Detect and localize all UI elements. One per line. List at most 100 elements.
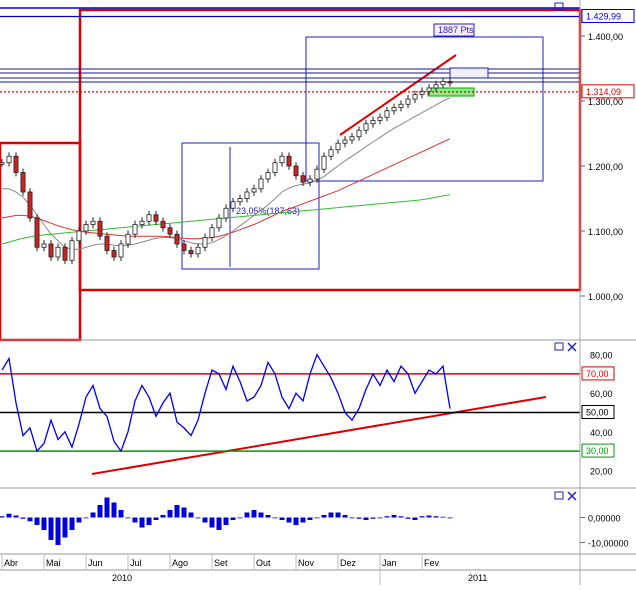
price-level-box [581, 9, 635, 24]
price-tick-label: 1.000,00 [588, 292, 623, 302]
candle [356, 129, 362, 138]
histogram-bar [265, 515, 271, 518]
histogram-bar [202, 517, 208, 523]
histogram-bar [195, 517, 201, 519]
maximize-icon[interactable] [554, 342, 564, 351]
candle [146, 214, 152, 222]
candle [139, 220, 145, 225]
histogram-bar [279, 517, 285, 520]
histogram-bar [293, 517, 299, 525]
candle [48, 243, 54, 258]
osc-level-box [581, 366, 615, 381]
candle [34, 217, 40, 248]
candle [363, 123, 369, 131]
histogram-bar [314, 517, 320, 519]
candle [370, 120, 376, 125]
osc-level-box [581, 405, 615, 419]
osc-tick-label: 40,00 [590, 428, 613, 438]
histogram-bar [132, 517, 138, 523]
histogram-bar [188, 512, 194, 518]
histogram-bar [181, 507, 187, 518]
osc-tick-label: 20,00 [590, 466, 613, 476]
candle [69, 240, 75, 261]
moving-average-ma-short [2, 97, 451, 250]
candle [426, 87, 432, 92]
candle [160, 220, 166, 229]
histogram-bar [111, 502, 117, 518]
histogram-bar [251, 510, 257, 518]
histogram-bar [426, 515, 432, 518]
histogram-bar [62, 517, 68, 538]
histogram-bar [230, 517, 236, 520]
histogram-bar [244, 512, 250, 518]
price-tick-label: 1.300,00 [588, 97, 623, 107]
candle [195, 246, 201, 255]
month-label: Ago [172, 558, 188, 568]
histogram-bar [90, 512, 96, 518]
candle [167, 227, 173, 235]
close-icon[interactable] [567, 342, 577, 352]
maximize-icon[interactable] [554, 491, 564, 500]
month-label: Out [256, 558, 271, 568]
price-tick-label: 1.400,00 [588, 32, 623, 42]
month-label: Dez [340, 558, 357, 568]
candle [6, 155, 12, 164]
candle [62, 246, 68, 261]
price-tick-label: 1.200,00 [588, 162, 623, 172]
candle [349, 136, 355, 141]
osc-tick-label: 60,00 [590, 389, 613, 399]
price-level-label: 1.429,99 [586, 12, 621, 22]
range-box-1 [181, 142, 320, 270]
histogram-bar [412, 517, 418, 520]
candle [377, 116, 383, 121]
candle [398, 103, 404, 108]
histogram-bar [405, 517, 411, 519]
maximize-icon[interactable] [554, 2, 564, 11]
histogram-bar [6, 513, 12, 518]
candle [216, 217, 222, 229]
histogram-bar [391, 515, 397, 518]
close-icon[interactable] [567, 491, 577, 501]
month-label: Jun [88, 558, 103, 568]
price-scale: 1.400,00 1.300,00 1.200,00 1.100,00 1.000,00… [0, 9, 635, 302]
histogram-bar [328, 512, 334, 518]
range-box-2 [305, 36, 544, 182]
price-tick-label: 1.100,00 [588, 227, 623, 237]
histogram-bar [440, 516, 446, 518]
candle [13, 155, 19, 173]
candle [335, 142, 341, 151]
candle [118, 243, 124, 258]
histogram-bar [307, 517, 313, 520]
candle [251, 188, 257, 193]
candle [125, 233, 131, 245]
candle [405, 98, 411, 105]
candle [272, 162, 278, 173]
histogram-bar [20, 517, 26, 519]
candle [76, 230, 82, 242]
candle [384, 110, 390, 118]
fib-zone-box [427, 87, 475, 97]
histogram-bar [370, 517, 376, 519]
histogram-bar [76, 517, 82, 523]
candle [83, 224, 89, 232]
histogram-bar [216, 517, 222, 530]
histogram-bar [27, 517, 33, 522]
histogram-bar [160, 515, 166, 518]
histogram-bar [377, 517, 383, 519]
candle [97, 220, 103, 237]
candle [202, 237, 208, 248]
osc-level-label: 30,00 [586, 446, 609, 456]
histogram-bar [104, 497, 110, 518]
month-label: Jan [382, 558, 397, 568]
histogram-bar [223, 517, 229, 525]
price-level-box [581, 84, 635, 99]
histogram-bar [146, 517, 152, 525]
histogram-bar [13, 515, 19, 518]
histogram-bar [41, 517, 47, 530]
histogram-bar [398, 516, 404, 518]
hist-tick-label: 0,00000 [588, 514, 621, 524]
candle [433, 84, 439, 89]
histogram-bar [209, 517, 215, 528]
histogram-bar [447, 517, 453, 519]
